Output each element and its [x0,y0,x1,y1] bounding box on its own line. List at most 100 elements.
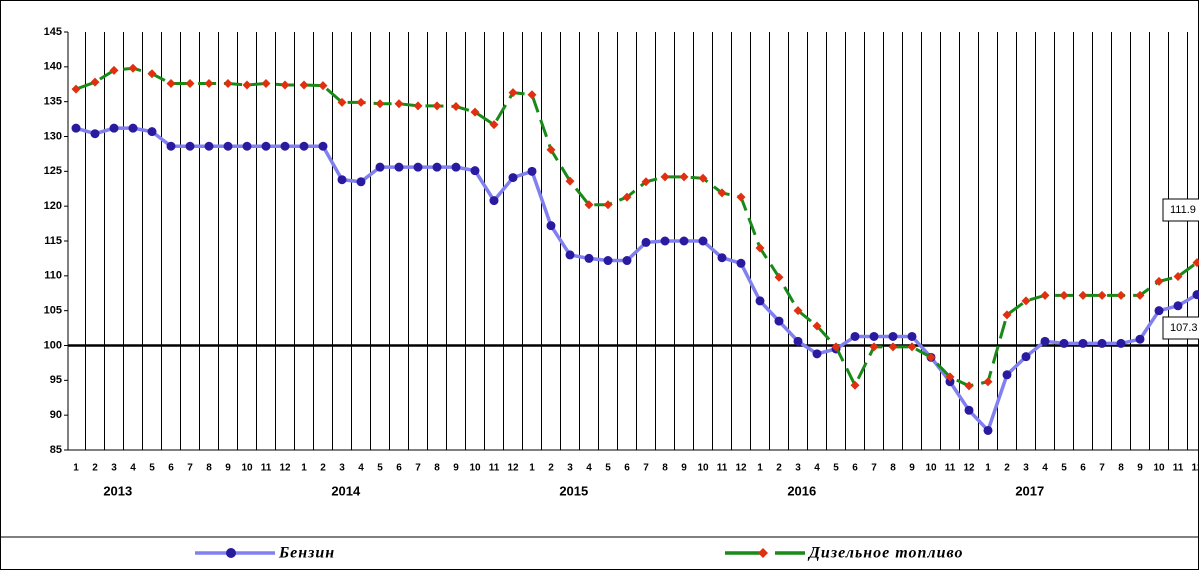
marker [1097,338,1107,348]
marker [508,88,518,98]
marker [261,79,271,89]
y-tick-label: 120 [44,200,62,212]
x-tick-label: 8 [206,463,212,474]
marker [185,79,195,89]
marker [983,377,993,387]
x-tick-label: 1 [757,463,763,474]
marker [489,120,499,130]
x-tick-label: 5 [833,463,839,474]
x-tick-label: 4 [130,463,136,474]
year-label: 2015 [559,483,588,498]
marker [185,141,195,151]
x-tick-label: 4 [586,463,592,474]
marker [1192,290,1199,300]
x-tick-label: 9 [681,463,687,474]
x-tick-label: 3 [567,463,573,474]
y-tick-label: 100 [44,339,62,351]
x-tick-label: 6 [852,463,858,474]
marker [337,175,347,185]
year-label: 2014 [331,483,361,498]
x-tick-label: 11 [261,463,272,474]
marker [584,200,594,210]
marker [698,236,708,246]
marker [261,141,271,151]
marker [679,236,689,246]
x-tick-label: 7 [871,463,877,474]
marker [413,101,423,111]
x-tick-label: 6 [168,463,174,474]
marker [432,101,442,111]
marker [1021,352,1031,362]
x-tick-label: 6 [624,463,630,474]
x-tick-label: 2 [92,463,98,474]
year-label: 2017 [1015,483,1044,498]
marker [698,173,708,183]
x-tick-label: 12 [279,463,291,474]
marker [1078,338,1088,348]
x-tick-label: 9 [453,463,459,474]
marker [565,176,575,186]
marker [1173,272,1183,282]
marker [166,79,176,89]
legend-label: Дизельное топливо [807,545,963,562]
marker [983,425,993,435]
marker [109,65,119,75]
marker [888,331,898,341]
marker [109,123,119,133]
x-tick-label: 3 [795,463,801,474]
marker [166,141,176,151]
marker [1059,290,1069,300]
y-tick-label: 130 [44,130,62,142]
x-tick-label: 10 [469,463,481,474]
marker [318,141,328,151]
marker [1116,290,1126,300]
y-tick-label: 115 [44,235,62,247]
marker [622,192,632,202]
x-tick-label: 2 [320,463,326,474]
marker [90,129,100,139]
y-tick-label: 145 [44,26,62,38]
x-tick-label: 10 [1153,463,1165,474]
x-tick-label: 2 [776,463,782,474]
marker [622,256,632,266]
marker [489,196,499,206]
x-tick-label: 8 [434,463,440,474]
marker [337,97,347,107]
marker [660,172,670,182]
x-tick-label: 5 [1061,463,1067,474]
x-tick-label: 1 [985,463,991,474]
x-tick-label: 5 [605,463,611,474]
annotation: 111.9 [1170,204,1196,216]
y-tick-label: 125 [44,165,62,177]
x-tick-label: 8 [890,463,896,474]
x-tick-label: 3 [111,463,117,474]
marker [774,272,784,282]
marker [451,102,461,112]
legend-label: Бензин [278,545,335,562]
marker [717,188,727,198]
marker [1173,301,1183,311]
marker [1154,276,1164,286]
marker [128,63,138,73]
marker [1002,310,1012,320]
marker [299,80,309,90]
y-tick-label: 105 [44,305,62,317]
marker [603,200,613,210]
marker [280,141,290,151]
marker [128,123,138,133]
y-tick-label: 85 [50,444,62,456]
marker [1040,290,1050,300]
marker [1135,290,1145,300]
marker [223,79,233,89]
x-tick-label: 10 [241,463,253,474]
marker [299,141,309,151]
marker [1192,258,1199,268]
marker [641,237,651,247]
marker [888,342,898,352]
x-tick-label: 7 [187,463,193,474]
marker [869,331,879,341]
x-tick-label: 11 [945,463,956,474]
x-tick-label: 11 [717,463,728,474]
marker [736,258,746,268]
